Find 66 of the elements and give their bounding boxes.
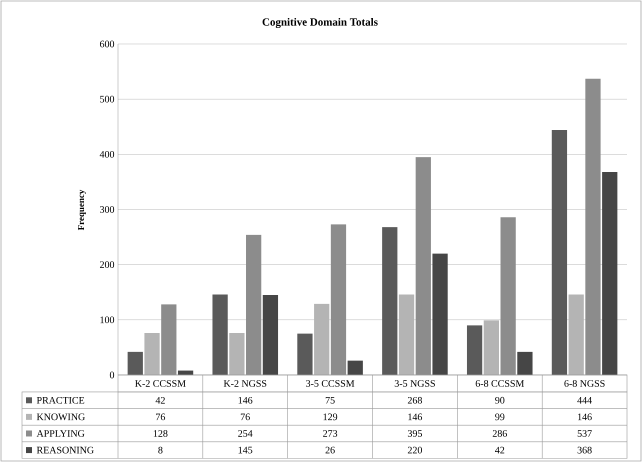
legend-label: APPLYING	[36, 430, 84, 437]
bar	[500, 217, 516, 375]
bar	[128, 352, 143, 375]
data-label: 268	[408, 396, 422, 404]
y-tick-label: 300	[100, 206, 114, 213]
data-label: 368	[578, 446, 592, 454]
bar	[552, 130, 568, 375]
bar	[416, 157, 431, 375]
bar	[348, 360, 363, 375]
bar	[229, 333, 245, 375]
bar	[568, 294, 584, 375]
bar	[585, 78, 601, 375]
data-label: 286	[492, 430, 507, 437]
bar	[297, 334, 313, 375]
data-label: 254	[238, 430, 253, 437]
x-tick-label: K-2 CCSSM	[135, 380, 186, 387]
data-label: 42	[495, 446, 504, 454]
x-tick-label: 3-5 NGSS	[394, 380, 435, 387]
data-label: 26	[326, 446, 335, 454]
data-label: 129	[324, 414, 338, 420]
legend-label: REASONING	[36, 446, 94, 454]
data-label: 42	[156, 396, 165, 404]
y-tick-label: 200	[100, 261, 114, 268]
bar	[382, 227, 398, 375]
bar	[432, 254, 448, 375]
y-tick-label: 0	[110, 372, 114, 378]
bar	[466, 325, 482, 375]
data-label: 128	[154, 430, 168, 437]
bar	[602, 172, 618, 375]
data-label: 75	[326, 396, 335, 404]
data-label: 76	[156, 414, 166, 420]
x-tick-label: 6-8 CCSSM	[476, 380, 524, 387]
bar	[161, 304, 176, 375]
x-tick-label: 3-5 CCSSM	[306, 380, 354, 387]
data-label: 90	[495, 396, 504, 404]
y-tick-label: 600	[100, 40, 114, 48]
data-label: 395	[408, 430, 422, 437]
chart-title: Cognitive Domain Totals	[262, 18, 378, 28]
bar	[517, 352, 533, 375]
y-tick-label: 500	[100, 96, 114, 103]
y-axis-title: Frequency	[78, 190, 86, 230]
bar	[398, 294, 414, 375]
bar	[246, 234, 262, 375]
data-label: 145	[238, 446, 252, 454]
y-tick-label: 400	[100, 150, 114, 158]
bar	[144, 333, 160, 375]
data-label: 76	[240, 414, 250, 420]
bar	[330, 224, 346, 375]
data-label: 273	[323, 430, 338, 437]
bar	[262, 294, 278, 375]
bar	[314, 304, 330, 375]
data-label: 146	[578, 414, 592, 420]
x-tick-label: K-2 NGSS	[224, 380, 266, 387]
data-label: 146	[408, 414, 422, 420]
legend-label: PRACTICE	[36, 396, 84, 404]
data-label: 220	[408, 446, 422, 454]
x-tick-label: 6-8 NGSS	[564, 380, 605, 387]
legend-label: KNOWING	[36, 414, 85, 420]
data-label: 146	[238, 396, 252, 404]
data-label: 537	[578, 430, 592, 437]
data-label: 99	[495, 414, 504, 420]
data-label: 8	[158, 446, 163, 454]
y-tick-label: 100	[100, 316, 114, 324]
bar	[212, 294, 228, 375]
data-label: 444	[577, 397, 592, 404]
bar	[484, 320, 500, 375]
